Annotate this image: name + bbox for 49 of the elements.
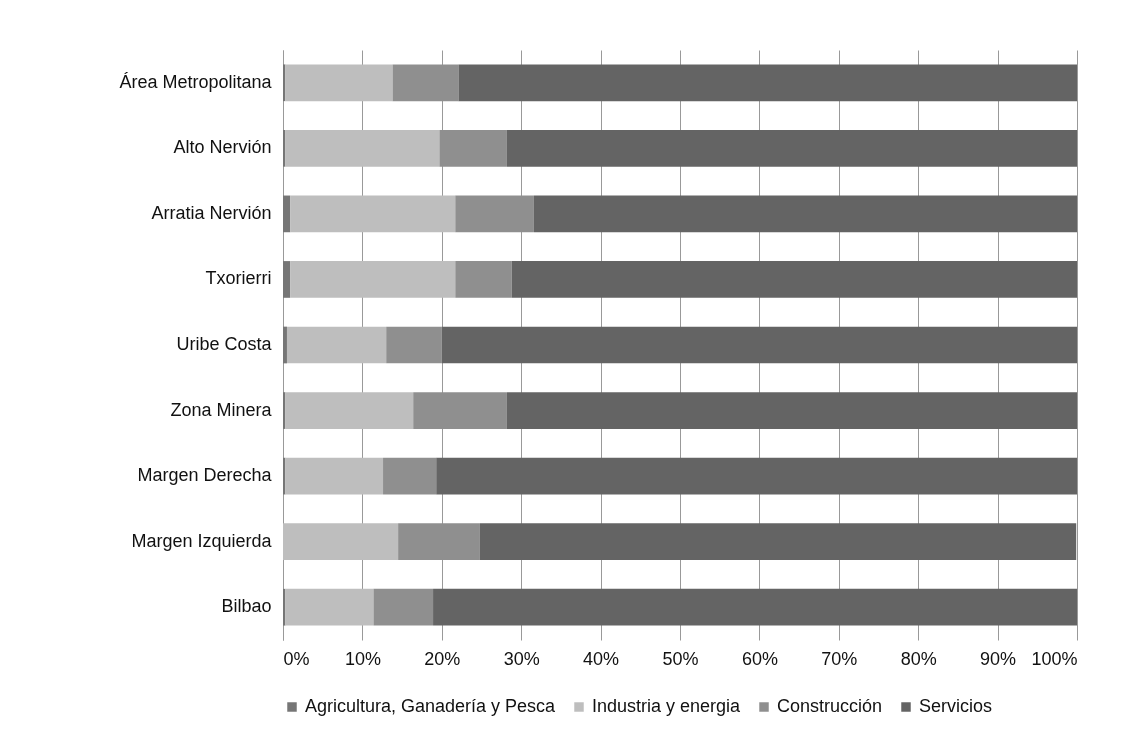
x-tick-label: 0% [283, 648, 310, 669]
legend-label: Servicios [919, 696, 993, 716]
bar [285, 457, 384, 495]
bar [283, 326, 287, 364]
x-tick-label: 50% [662, 648, 699, 669]
x-tick-label: 90% [980, 648, 1017, 669]
x-tick-label: 20% [424, 648, 461, 669]
bar [373, 588, 434, 626]
bar [283, 523, 399, 561]
x-tick-label: 80% [900, 648, 937, 669]
bar [283, 195, 291, 233]
y-tick-label: Zona Minera [170, 399, 273, 420]
bar [441, 326, 1077, 364]
legend-label: Agricultura, Ganadería y Pesca [305, 696, 557, 716]
legend-label: Industria y energia [592, 696, 742, 716]
x-tick-label: 30% [503, 648, 540, 669]
bar [433, 588, 1077, 626]
bar [285, 129, 440, 167]
y-tick-label: Bilbao [221, 596, 272, 617]
bar [386, 326, 442, 364]
bar [436, 457, 1077, 495]
y-tick-label: Margen Izquierda [131, 530, 273, 551]
legend-label: Construcción [777, 696, 883, 716]
bar [455, 261, 512, 298]
x-tick-label: 100% [1031, 648, 1078, 669]
bar [283, 261, 291, 298]
bar [533, 195, 1077, 233]
bar [458, 64, 1077, 102]
bar [506, 392, 1077, 429]
y-tick-label: Txorierri [205, 268, 272, 289]
y-tick-label: Área Metropolitana [119, 71, 273, 92]
bar [285, 392, 414, 429]
x-tick-label: 10% [344, 648, 381, 669]
bar [511, 261, 1077, 298]
bar [285, 588, 374, 626]
y-tick-label: Arratia Nervión [151, 202, 272, 223]
x-tick-label: 60% [741, 648, 778, 669]
y-tick-label: Uribe Costa [176, 334, 273, 354]
bar [383, 457, 437, 495]
x-tick-label: 40% [583, 648, 620, 669]
y-tick-label: Alto Nervión [173, 137, 272, 158]
bar [285, 64, 393, 102]
bar [290, 195, 456, 233]
x-tick-label: 70% [821, 648, 858, 669]
bar [290, 261, 456, 298]
bar [286, 326, 387, 364]
y-tick-label: Margen Derecha [137, 465, 273, 486]
bar [479, 523, 1077, 561]
bar [506, 129, 1077, 167]
